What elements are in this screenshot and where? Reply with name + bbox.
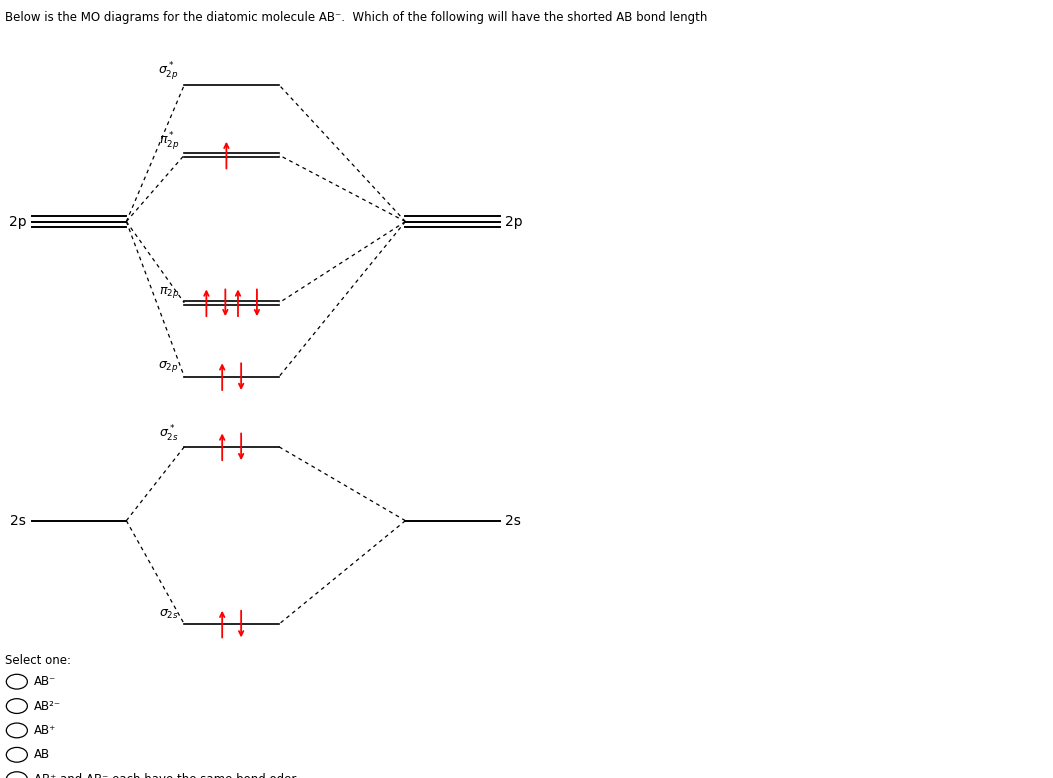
- Text: 2s: 2s: [505, 513, 521, 527]
- Text: $\sigma^*_{2p}$: $\sigma^*_{2p}$: [158, 60, 179, 82]
- Text: $\pi^*_{2p}$: $\pi^*_{2p}$: [159, 130, 179, 152]
- Text: AB²⁻: AB²⁻: [34, 699, 61, 713]
- Text: Below is the MO diagrams for the diatomic molecule AB⁻.  Which of the following : Below is the MO diagrams for the diatomi…: [5, 11, 708, 24]
- Text: AB⁺: AB⁺: [34, 724, 56, 737]
- Text: 2p: 2p: [505, 215, 523, 229]
- Text: AB⁻: AB⁻: [34, 675, 56, 689]
- Text: 2p: 2p: [8, 215, 26, 229]
- Text: $\sigma_{2p}$: $\sigma_{2p}$: [158, 359, 179, 373]
- Text: Select one:: Select one:: [5, 654, 72, 667]
- Text: 2s: 2s: [11, 513, 26, 527]
- Text: AB⁺ and AB⁻ each have the same bond oder.: AB⁺ and AB⁻ each have the same bond oder…: [34, 773, 299, 778]
- Text: $\sigma^*_{2s}$: $\sigma^*_{2s}$: [159, 424, 179, 444]
- Text: $\sigma_{2s}$: $\sigma_{2s}$: [159, 608, 179, 621]
- Text: $\pi_{2p}$: $\pi_{2p}$: [159, 285, 179, 300]
- Text: AB: AB: [34, 748, 49, 762]
